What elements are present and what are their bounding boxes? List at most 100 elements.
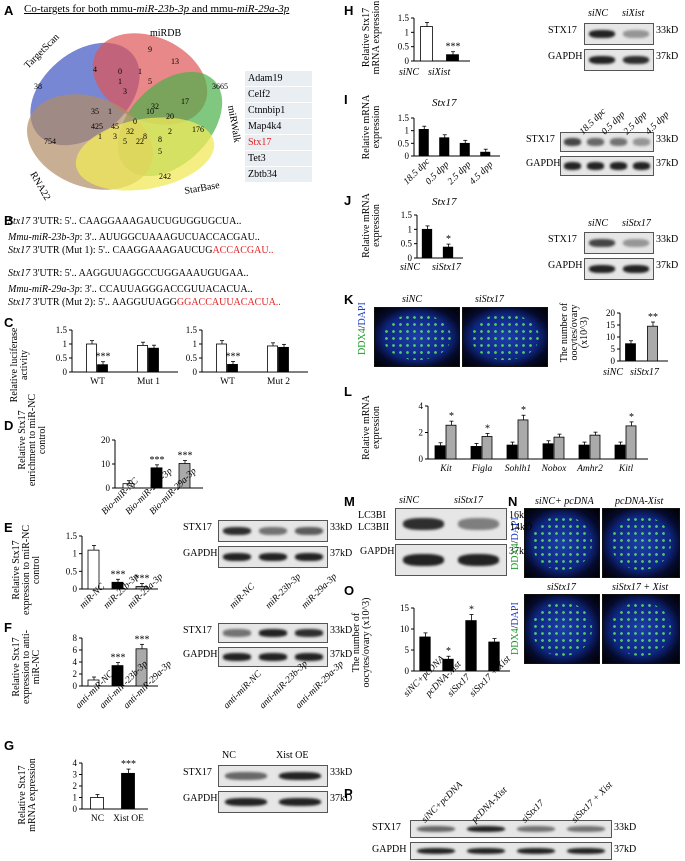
significance-mark: * [521,405,526,416]
venn-count: 45 [111,122,119,131]
sequence-row: Stx17 3'UTR: 5'.. AAGGUUAGGCCUGGAAAUGUGA… [8,268,249,279]
blot-kd-label: 16kD [509,510,532,521]
blot-band [563,162,582,170]
sequence: CAAGGAAAGAUCUG [112,245,213,256]
chart-d: 0 10 20 *** *** [101,435,203,493]
sequence-prefix: : 3'.. [79,232,99,243]
chart-h: 0 0.5 1 1.5 *** [398,13,470,66]
n-col-2: pcDNA-Xist [615,496,664,507]
significance-mark: *** [121,759,136,770]
bar [97,364,108,373]
venn-count: 9 [148,45,152,54]
blot-col-label: siXist [622,8,645,19]
blot-col-label: siNC [588,218,609,229]
f-ylabel: Relative Stx17 expression to anti-miR-NC [11,630,42,704]
j-x-label: siStx17 [432,262,461,273]
bar [419,636,431,672]
bar [465,620,477,672]
blot-band [402,518,445,530]
blot-band [295,653,323,661]
x-tick-label: Figla [471,464,493,474]
sequence: AAGGUUAGG [111,297,177,308]
y-tick-label: 2 [73,669,78,679]
n-image-sinc-pcdna [524,508,600,578]
j-x-label: siNC [400,262,421,273]
y-tick-label: 1 [405,126,410,136]
venn-count: 5 [158,147,162,156]
blot-band [417,847,455,855]
gene-item: Zbtb34 [245,167,312,182]
bar [647,325,658,362]
e-ylabel: Relative Stx17 expression to miR-NC cont… [11,525,42,615]
bar [135,586,148,590]
blot-band [589,265,615,273]
bar [442,658,454,672]
y-tick-label: 4 [73,657,78,667]
venn-count: 5 [123,137,127,146]
significance-mark: * [446,234,451,245]
blot-kd-label: 37kD [656,260,679,271]
venn-count: 1 [138,67,142,76]
blot-band [623,56,649,64]
venn-count: 242 [159,172,171,181]
sequence-mutation: GGACCAUUACACUA.. [176,297,281,308]
sequence-name: Stx17 [8,297,31,308]
blot-col-label: siStx17 [454,495,483,506]
blot-row-label: STX17 [183,767,212,778]
n-col-4: siStx17 + Xist [612,582,669,593]
sequence-prefix: 3'UTR: 5'.. [30,268,79,279]
blot-row-label: GAPDH [183,548,218,559]
blot-kd-label: 37kD [330,649,353,660]
x-tick-label: Kitl [618,464,634,474]
blot-strip [584,258,654,280]
y-tick-label: 6 [73,645,78,655]
k-x-label: siNC [603,367,624,378]
y-tick-label: 0 [405,151,410,161]
sequence-row: Stx17 3'UTR (Mut 2): 5'.. AAGGUUAGGGGACC… [8,297,281,308]
title-pre: Co-targets for both mmu- [24,3,137,15]
gene-item: Stx17 [245,135,312,150]
blot-band [402,554,445,566]
blot-band [623,239,649,247]
k-image-sinc [374,307,460,367]
y-tick-label: 1.5 [401,210,413,220]
venn-label-mirdb: miRDB [150,28,181,39]
y-tick-label: 4 [419,401,424,411]
o-ylabel: The number of oocytes/ovary (x10^3) [351,597,372,688]
d-ylabel: Relative Stx17 enrichment to miR-NC cont… [17,393,48,487]
y-tick-label: 8 [73,633,78,643]
blot-strip [584,232,654,254]
sequence-row: Mmu-miR-29a-3p: 3'.. CCAUUAGGGACCGUUACAC… [8,284,253,295]
bar [86,343,97,373]
k-col-sistx17: siStx17 [475,294,504,305]
bar [506,444,518,460]
y-tick-label: 0 [106,483,111,493]
blot-band [223,629,251,637]
blot-col-label: siNC [588,8,609,19]
sequence-prefix: 3'UTR: 5'.. [30,216,80,227]
y-tick-label: 5 [405,645,410,655]
blot-kd-label: 33kD [330,767,353,778]
p-blot-col: siStx17 + Xist [570,780,615,826]
bar [578,444,590,460]
chart-e: 0 0.5 1 1.5 *** *** [66,531,158,594]
y-tick-label: 0.5 [66,566,78,576]
panel-label-P: P [344,786,353,801]
y-tick-label: 15 [606,320,616,330]
blot-band [632,138,651,146]
blot-kd-label: 33kD [656,234,679,245]
y-tick-label: 1.5 [398,113,410,123]
chart-i: 0 0.5 1 1.5 [398,113,500,161]
blot-band [609,138,628,146]
sequence-row: Stx17 3'UTR (Mut 1): 5'.. CAAGGAAAGAUCUG… [8,245,274,256]
bar [150,467,163,489]
venn-label-mirwalk: miRWalk [225,105,242,144]
y-tick-label: 1.5 [398,13,410,23]
blot-strip [560,132,654,152]
blot-kd-label: 37kD [509,546,532,557]
significance-mark: * [449,411,454,422]
blot-band [295,629,323,637]
blot-strip [395,544,507,576]
y-tick-label: 1 [405,27,410,37]
h-x-label: siNC [399,67,420,78]
